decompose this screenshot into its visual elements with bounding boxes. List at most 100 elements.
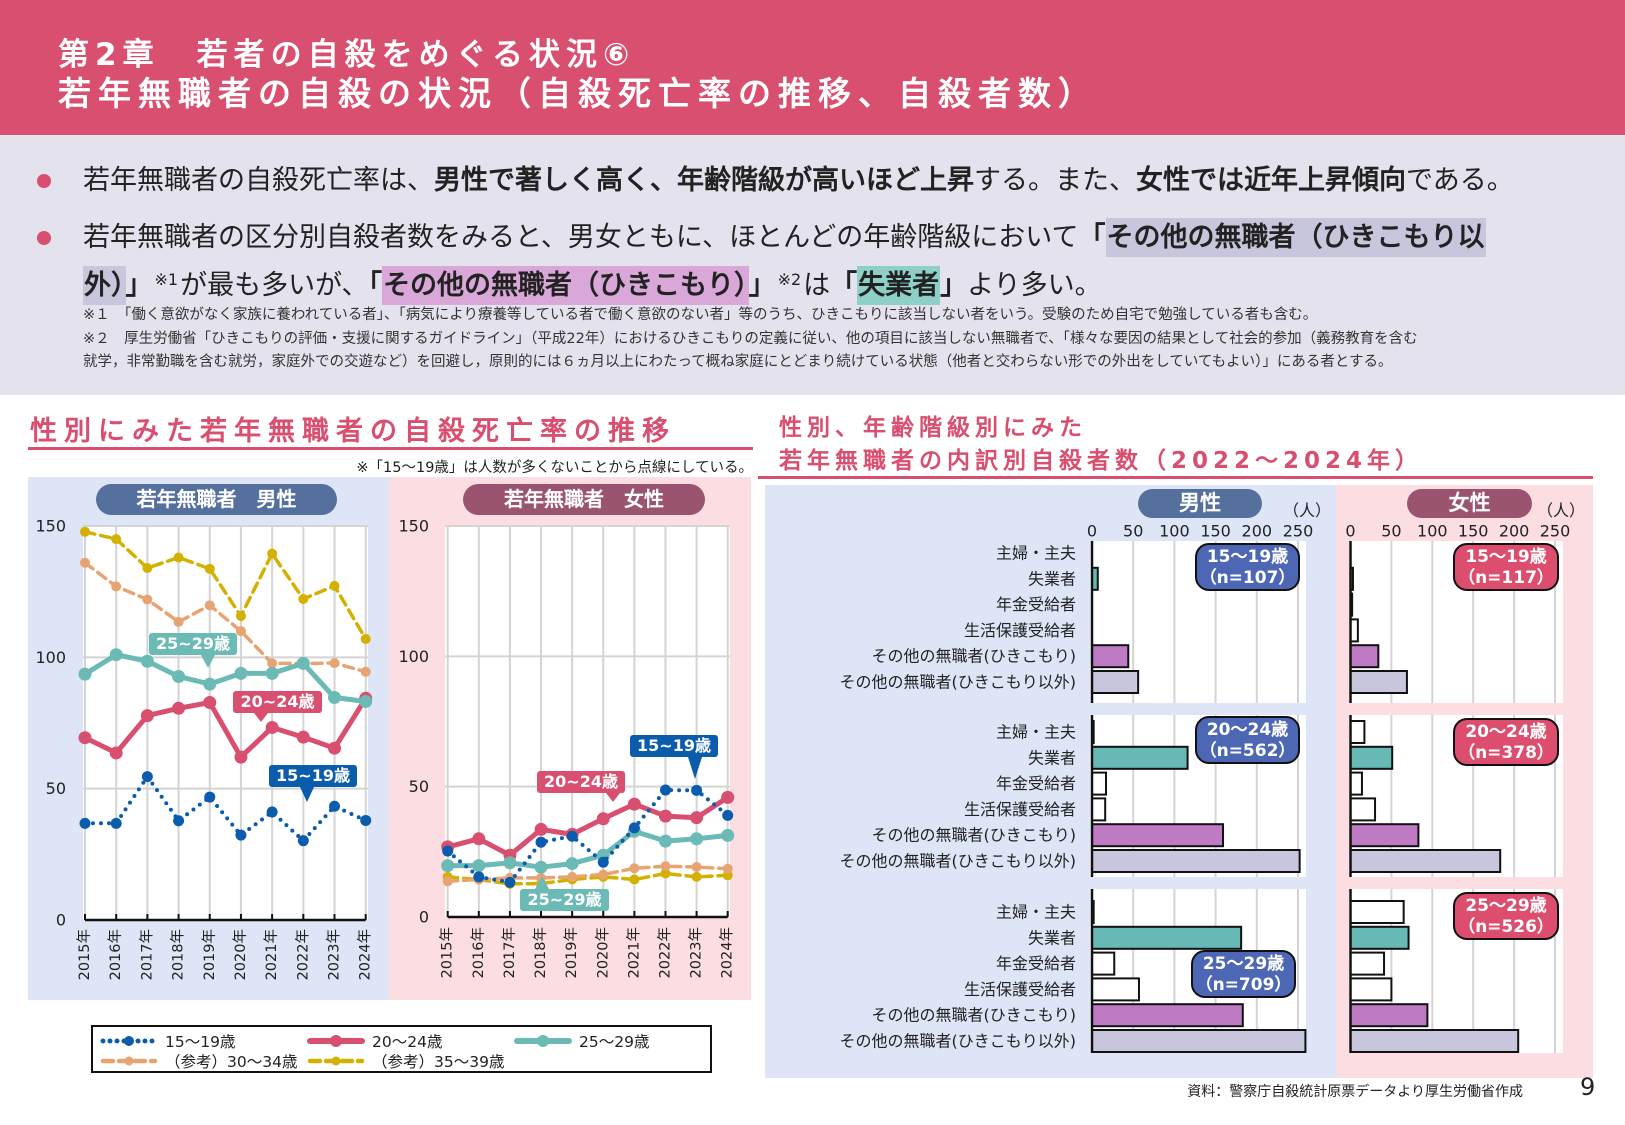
data-point-marker (722, 809, 734, 821)
x-tick-label: 2015年 (76, 929, 93, 980)
badge-age: 25〜29歳 (1465, 896, 1547, 916)
x-tick-label: 50 (1123, 522, 1143, 541)
data-point-marker (659, 784, 671, 796)
bullet-icon (37, 174, 51, 188)
callout-pointer-icon (606, 793, 620, 802)
data-point-marker (234, 666, 248, 680)
category-label: その他の無職者(ひきこもり) (872, 647, 1077, 666)
series-path (445, 828, 731, 870)
data-point-marker (78, 667, 92, 681)
badge-n: （n=562） (1199, 741, 1296, 761)
legend-label: 20〜24歳 (372, 1033, 443, 1051)
bar (1091, 823, 1225, 848)
category-label: その他の無職者(ひきこもり) (872, 826, 1077, 845)
summary-bullet-1: 若年無職者の自殺死亡率は、男性で著しく高く、年齢階級が高いほど上昇する。また、女… (83, 160, 1514, 202)
text-segment: 若年無職者の区分別自殺者数をみると、男女ともに、ほとんどの年齢階級において (83, 222, 1079, 253)
data-point-marker (328, 741, 342, 755)
data-point-marker (690, 832, 704, 846)
summary-bullet-2: 若年無職者の区分別自殺者数をみると、男女ともに、ほとんどの年齢階級において「その… (83, 217, 1486, 305)
data-point-marker (234, 750, 248, 764)
line-chart-male: 0 50 100 150 2015年 2016年 2017年 2018年 2019年 2020年 2… (35, 517, 373, 981)
text-line: ※２ 厚生労働省「ひきこもりの評価・支援に関するガイドライン」（平成22年）にお… (83, 328, 1418, 352)
category-label: 主婦・主夫 (996, 544, 1076, 563)
badge-age: 15〜19歳 (1465, 547, 1547, 567)
data-point-marker (628, 822, 640, 834)
category-label: 生活保護受給者 (964, 621, 1076, 640)
category-label: 失業者 (1028, 569, 1076, 588)
footnotes: ※１ 「働く意欲がなく家族に養われている者」、「病気により療養等している者で働く… (83, 304, 1418, 375)
data-point-marker (658, 809, 672, 823)
category-label: 失業者 (1028, 928, 1076, 947)
callout-female-15-19: 15~19歳 (630, 735, 718, 757)
data-point-marker (627, 797, 641, 811)
category-label: その他の無職者(ひきこもり以外) (840, 673, 1077, 692)
bar (1349, 900, 1405, 924)
x-tick-label: 2017年 (501, 927, 518, 978)
bar (1091, 925, 1243, 950)
data-point-marker (173, 815, 185, 827)
callout-male-25-29: 25~29歳 (149, 633, 237, 655)
legend-dashed-line-icon (100, 1056, 158, 1066)
emphasis-text: 「 (1078, 222, 1106, 253)
series-path (82, 695, 369, 760)
data-point-marker (267, 658, 278, 669)
age-badge-female-20-24: 20〜24歳 （n=378） (1453, 718, 1559, 766)
bar (1349, 849, 1502, 873)
left-section-title: 性別にみた若年無職者の自殺死亡率の推移 (30, 416, 676, 447)
emphasis-text: 」 (940, 270, 968, 301)
legend-item-15-19: 15〜19歳 (99, 1030, 235, 1052)
data-point-marker (172, 670, 186, 684)
series-path (83, 774, 368, 843)
data-point-marker (203, 696, 217, 710)
x-tick-label: 2015年 (439, 927, 456, 978)
data-point-marker (629, 863, 640, 874)
data-point-marker (203, 677, 217, 691)
x-tick-label: 50 (1381, 522, 1401, 541)
header-banner: 第2章 若者の自殺をめぐる状況⑥ 若年無職者の自殺の状況（自殺死亡率の推移、自殺… (0, 0, 1625, 135)
data-point-marker (598, 869, 609, 880)
data-point-marker (691, 861, 702, 872)
y-tick-label: 100 (35, 648, 66, 667)
bar-chart-male: 0 50 100 150 200 250主婦・主夫失業者年金受給者生活保護受給者その他の無… (840, 522, 1313, 1053)
legend-label: （参考）30〜34歳 (165, 1053, 298, 1071)
data-point-marker (596, 812, 610, 826)
data-point-marker (140, 709, 154, 723)
series-solid-line (78, 648, 373, 708)
x-tick-label: 150 (1458, 522, 1489, 541)
text-segment: ※１ 「働く意欲がなく家族に養われている者」、「病気により療養等している者で働く… (83, 307, 1318, 323)
footnote-ref: ※1 (154, 270, 179, 289)
legend-solid-line-icon (307, 1035, 365, 1047)
x-tick-label: 2020年 (594, 927, 611, 978)
x-tick-label: 2023年 (326, 929, 343, 980)
badge-n: （n=526） (1458, 917, 1554, 937)
bar (1349, 925, 1410, 950)
bullet-icon (37, 231, 51, 245)
category-label: その他の無職者(ひきこもり以外) (840, 1032, 1077, 1051)
age-badge-male-15-19: 15〜19歳 （n=107） (1195, 543, 1300, 591)
bar (1349, 720, 1366, 744)
data-point-marker (298, 594, 309, 605)
category-label: その他の無職者(ひきこもり) (872, 1006, 1077, 1025)
x-tick-label: 2017年 (138, 929, 155, 980)
category-label: 年金受給者 (996, 595, 1076, 614)
data-point-marker (442, 845, 454, 857)
data-point-marker (721, 828, 735, 842)
legend-solid-line-icon (514, 1035, 572, 1047)
series-dashed-line (80, 557, 371, 677)
series-path (445, 788, 730, 885)
highlighted-term: 外） (83, 266, 126, 305)
bar (1091, 771, 1108, 796)
legend-item-35-39: （参考）35〜39歳 (306, 1050, 504, 1072)
line-chart-female: 0 50 100 150 2015年 2016年 2017年 2018年 2019年 2020年 2… (398, 517, 735, 979)
bar (1091, 977, 1140, 1002)
text-segment: 就学，非常勤職を含む就労，家庭外での交遊など）を回避し，原則的には６ヵ月以上にわ… (83, 354, 1393, 370)
data-point-marker (172, 701, 186, 715)
legend-marker (537, 1035, 549, 1047)
data-point-marker (504, 876, 516, 888)
x-tick-label: 200 (1242, 522, 1273, 541)
x-tick-label: 2022年 (656, 927, 673, 978)
male-bar-panel-pill: 男性 (1138, 489, 1262, 518)
emphasis-text: 「 (830, 270, 858, 301)
x-tick-label: 2024年 (357, 929, 374, 980)
category-label: 失業者 (1028, 748, 1076, 767)
